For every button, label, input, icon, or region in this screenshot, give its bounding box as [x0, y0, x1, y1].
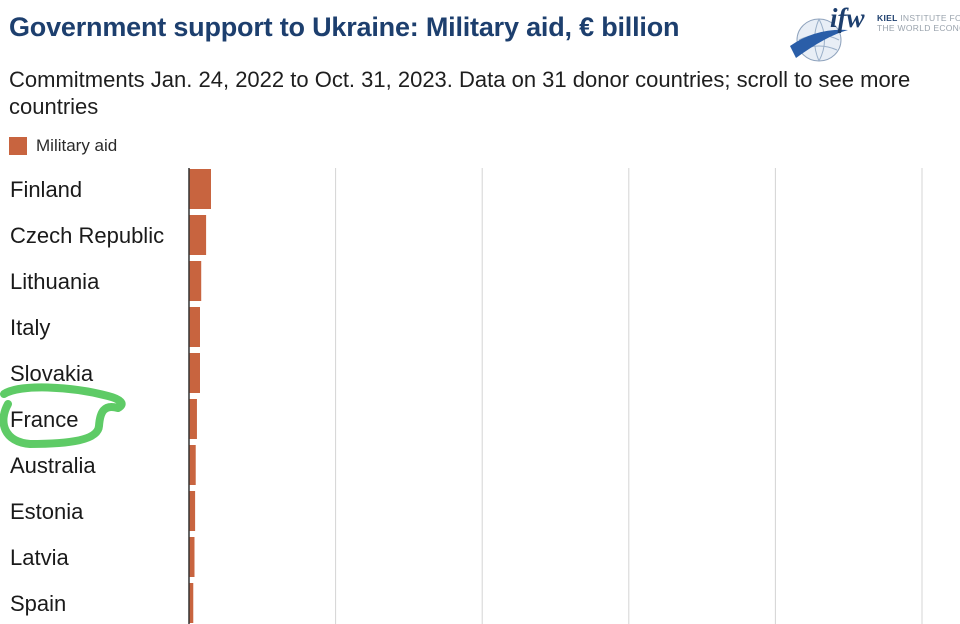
country-label: Australia: [10, 453, 96, 478]
bar-italy: [189, 307, 200, 347]
logo-line1: INSTITUTE FOR: [900, 13, 960, 23]
country-label: Slovakia: [10, 361, 94, 386]
country-label: Czech Republic: [10, 223, 164, 248]
logo-caption: KIEL INSTITUTE FOR THE WORLD ECONOMY: [877, 13, 960, 33]
bar-lithuania: [189, 261, 202, 301]
logo-mark: ifw: [830, 3, 865, 33]
bar-australia: [189, 445, 196, 485]
hand-drawn-circle-annotation: [0, 383, 126, 448]
chart-subtitle: Commitments Jan. 24, 2022 to Oct. 31, 20…: [9, 67, 911, 119]
bar-chart: Finland Czech Republic Lithuania Italy Slova…: [10, 168, 923, 624]
title-text: Government support to Ukraine: Military …: [9, 12, 680, 42]
country-label: Spain: [10, 591, 66, 616]
country-label: Italy: [10, 315, 50, 340]
bar-estonia: [189, 491, 196, 531]
bar-slovakia: [189, 353, 200, 393]
legend: Military aid: [9, 136, 117, 156]
legend-swatch: [9, 137, 27, 155]
logo-line2: THE WORLD ECONOMY: [877, 23, 960, 33]
ifw-logo: ifw: [786, 0, 960, 72]
bar-france: [189, 399, 197, 439]
logo-line1-bold: KIEL: [877, 13, 898, 23]
country-label: Lithuania: [10, 269, 100, 294]
country-label: Finland: [10, 177, 82, 202]
country-label: Estonia: [10, 499, 84, 524]
bar-finland: [189, 169, 211, 209]
globe-icon: ifw: [790, 3, 865, 62]
bar-spain: [189, 583, 194, 623]
bar-czech-republic: [189, 215, 207, 255]
legend-label: Military aid: [36, 136, 118, 155]
country-label: France: [10, 407, 78, 432]
country-label: Latvia: [10, 545, 69, 570]
bar-latvia: [189, 537, 195, 577]
